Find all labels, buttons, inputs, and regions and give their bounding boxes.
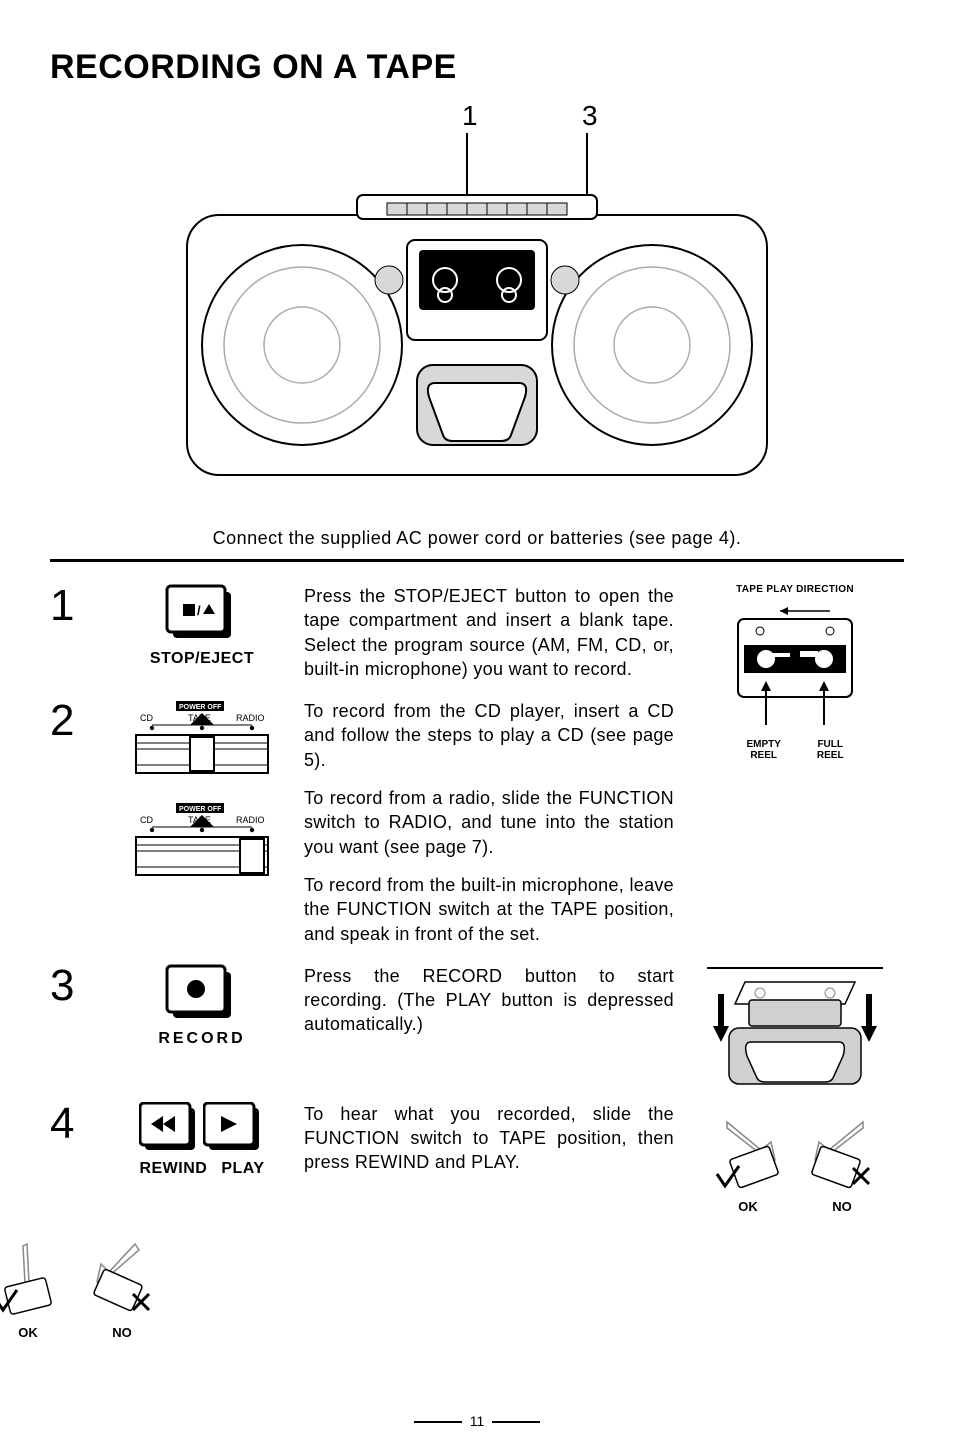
step2-text-a: To record from the CD player, insert a C…	[304, 699, 674, 772]
callout-3: 3	[582, 100, 598, 131]
step3-icon: RECORD	[112, 964, 292, 1048]
svg-text:/: /	[197, 603, 201, 618]
cassette-direction-icon	[720, 595, 870, 745]
cassette-ok-icon-2	[0, 1242, 63, 1318]
page-title: RECORDING ON A TAPE	[50, 48, 904, 87]
okno-row-1: OK NO	[713, 1116, 877, 1214]
step-number-1: 1	[50, 584, 100, 628]
okno-row-2-container: OK NO	[50, 1232, 100, 1340]
stop-eject-icon: /	[165, 584, 239, 646]
record-icon	[165, 964, 239, 1026]
step2-text-c: To record from the built-in microphone, …	[304, 873, 674, 946]
insert-cassette-icon	[705, 964, 885, 1094]
tape-direction-diagram: TAPE PLAY DIRECTION EMPTY REEL FULL REEL	[686, 584, 904, 761]
tape-direction-title: TAPE PLAY DIRECTION	[736, 584, 854, 595]
ok-label-2: OK	[0, 1325, 63, 1340]
play-label: PLAY	[221, 1160, 264, 1178]
okno-row-2: OK NO	[0, 1242, 157, 1340]
no-label-2: NO	[87, 1325, 157, 1340]
ok-label: OK	[713, 1199, 783, 1214]
page-number: 11	[0, 1413, 954, 1429]
no-label: NO	[807, 1199, 877, 1214]
play-icon	[203, 1102, 265, 1156]
cassette-no-icon-2	[87, 1242, 157, 1318]
cassette-no-icon	[807, 1116, 877, 1192]
empty-reel-label: EMPTY REEL	[746, 739, 780, 761]
function-switch-radio-icon: POWER OFF CD TAPE RADIO	[132, 801, 272, 879]
boombox-illustration: 1 3	[127, 95, 827, 505]
full-reel-label: FULL REEL	[817, 739, 844, 761]
hero-figure: 1 3	[50, 95, 904, 510]
svg-text:CD: CD	[140, 713, 153, 723]
intro-text: Connect the supplied AC power cord or ba…	[50, 524, 904, 559]
step1-icon: / STOP/EJECT	[112, 584, 292, 668]
rewind-label: REWIND	[139, 1160, 207, 1178]
step-number-2: 2	[50, 699, 100, 743]
svg-text:POWER OFF: POWER OFF	[179, 704, 222, 711]
step2-icons: . POWER OFF CD TAPE RADIO POWER OFF CD T…	[112, 699, 292, 879]
function-switch-tape-icon: . POWER OFF CD TAPE RADIO	[132, 699, 272, 777]
step-number-3: 3	[50, 964, 100, 1008]
svg-text:RADIO: RADIO	[236, 815, 265, 825]
step4-text: To hear what you recorded, slide the FUN…	[304, 1102, 674, 1175]
step1-icon-label: STOP/EJECT	[150, 650, 254, 668]
svg-text:POWER OFF: POWER OFF	[179, 806, 222, 813]
step2-right-diagrams: OK NO	[686, 964, 904, 1214]
step1-text: Press the STOP/EJECT button to open the …	[304, 584, 674, 681]
rewind-icon	[139, 1102, 201, 1156]
callout-1: 1	[462, 100, 478, 131]
steps-container: 1 / STOP/EJECT Press the STOP/EJECT butt…	[50, 584, 904, 1340]
divider	[50, 559, 904, 562]
step2-text-b: To record from a radio, slide the FUNCTI…	[304, 786, 674, 859]
step4-icon: REWIND PLAY	[112, 1102, 292, 1178]
step-number-4: 4	[50, 1102, 100, 1146]
svg-text:CD: CD	[140, 815, 153, 825]
cassette-ok-icon	[713, 1116, 783, 1192]
step3-text: Press the RECORD button to start recordi…	[304, 964, 674, 1037]
step2-text-group: To record from the CD player, insert a C…	[304, 699, 674, 946]
svg-text:RADIO: RADIO	[236, 713, 265, 723]
step3-icon-label: RECORD	[158, 1030, 245, 1048]
